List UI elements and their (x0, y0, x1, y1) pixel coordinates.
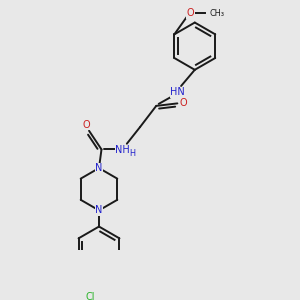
Text: NH: NH (115, 145, 130, 155)
Text: CH₃: CH₃ (210, 9, 225, 18)
Text: O: O (187, 8, 194, 18)
Text: H: H (130, 149, 136, 158)
Text: O: O (179, 98, 187, 108)
Text: O: O (82, 119, 90, 130)
Text: N: N (95, 163, 103, 173)
Text: Cl: Cl (85, 292, 95, 300)
Text: N: N (95, 206, 103, 215)
Text: HN: HN (170, 87, 185, 97)
